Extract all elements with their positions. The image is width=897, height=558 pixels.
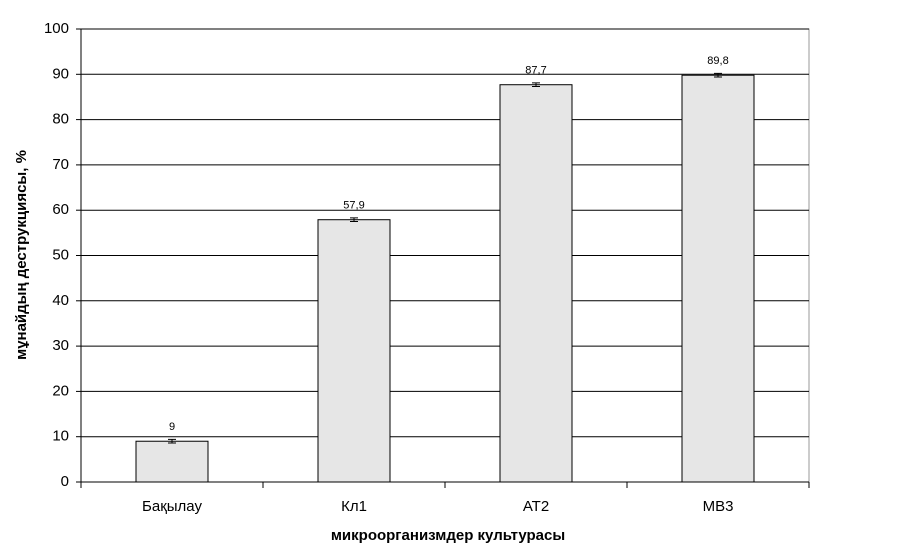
y-tick-label: 0 [61,473,69,490]
bar [681,74,755,483]
y-tick-label: 20 [52,382,69,399]
y-tick-label: 80 [52,111,69,128]
error-bar [350,217,358,223]
value-label: 87,7 [525,65,546,77]
y-tick-label: 40 [52,292,69,309]
error-bar [532,82,540,88]
y-tick-label: 90 [52,65,69,82]
value-label: 89,8 [707,55,728,67]
error-bar [168,438,176,444]
x-tick-label: МВ3 [703,498,734,515]
y-tick-label: 10 [52,428,69,445]
y-tick-label: 70 [52,156,69,173]
value-label: 57,9 [343,200,364,212]
bar [317,219,391,483]
x-tick-label: АТ2 [523,498,549,515]
x-axis-title: микроорганизмдер культурасы [331,527,565,544]
y-tick-label: 100 [44,20,69,37]
bar [135,440,209,483]
y-axis-title: мұнайдың деструкциясы, % [13,150,30,360]
y-tick-label: 60 [52,201,69,218]
x-tick-label: Кл1 [341,498,367,515]
value-label: 9 [169,421,175,433]
bar [499,84,573,483]
x-tick-label: Бақылау [142,498,202,515]
error-bar [714,72,722,78]
y-tick-label: 50 [52,246,69,263]
y-tick-label: 30 [52,337,69,354]
